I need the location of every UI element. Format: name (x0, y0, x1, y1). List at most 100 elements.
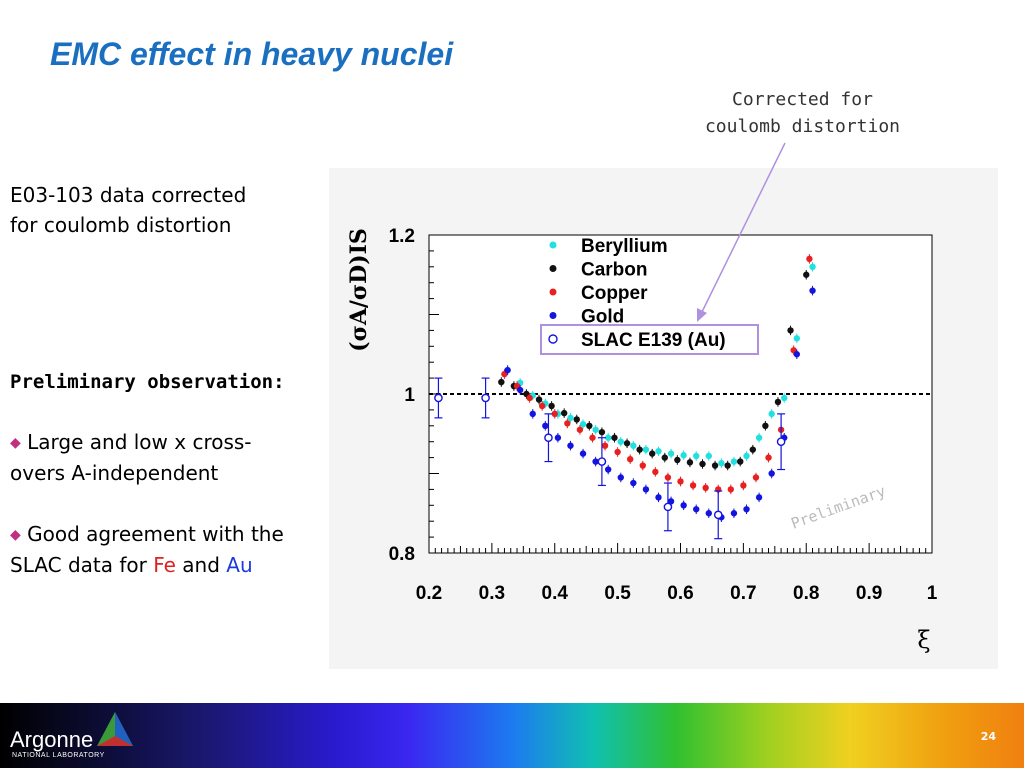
data-point (567, 414, 574, 422)
data-point (743, 506, 750, 513)
data-point (774, 398, 782, 406)
bullet-1: ◆ Large and low x cross- overs A-indepen… (10, 427, 252, 488)
data-point (642, 446, 650, 453)
data-point (674, 456, 681, 464)
data-point (686, 459, 694, 466)
data-point-open (713, 510, 723, 520)
data-point (652, 468, 659, 476)
data-point (560, 409, 568, 417)
data-point (598, 428, 606, 436)
data-point (664, 474, 672, 481)
data-point (793, 351, 801, 358)
data-point (655, 494, 662, 501)
data-point (617, 438, 624, 445)
data-point-open (597, 457, 607, 466)
data-point (693, 506, 700, 513)
data-point (809, 263, 816, 270)
data-point (689, 482, 697, 489)
bullet-2-and: and (175, 553, 227, 577)
data-point (564, 420, 571, 427)
data-point (579, 450, 587, 457)
data-point (579, 421, 587, 428)
argonne-logo: Argonne (10, 727, 94, 752)
data-point (711, 462, 719, 469)
x-tick-label: 0.2 (416, 583, 442, 604)
data-point (705, 452, 712, 460)
data-point (498, 378, 505, 386)
data-point (718, 459, 725, 467)
data-point-open (663, 502, 673, 512)
legend-marker (549, 241, 557, 249)
data-point (576, 426, 584, 433)
bullet-1-line-1: Large and low x cross- (27, 430, 252, 454)
data-point (623, 440, 631, 447)
bullet-2-pre: SLAC data for (10, 553, 154, 577)
data-point (551, 410, 558, 418)
data-point (781, 394, 788, 402)
legend-marker (548, 334, 558, 344)
data-point (592, 426, 599, 433)
bullet-2-au: Au (226, 553, 253, 577)
legend-label: SLAC E139 (Au) (581, 330, 726, 351)
x-tick-label: 0.9 (856, 583, 882, 604)
data-point-open (481, 393, 490, 403)
data-point (630, 479, 637, 487)
data-point (516, 386, 524, 394)
data-point (743, 452, 750, 460)
legend-highlight-box (540, 324, 759, 355)
data-point (768, 470, 775, 477)
data-point (548, 402, 555, 410)
x-tick-label: 0.6 (667, 583, 693, 604)
x-tick-label: 0.5 (604, 583, 631, 604)
data-point (529, 410, 536, 418)
data-point-open (434, 393, 443, 403)
x-tick-label: 1 (927, 583, 938, 604)
data-point (589, 434, 596, 441)
data-point (542, 422, 549, 429)
x-axis-label: ξ (917, 626, 930, 654)
data-point (705, 510, 712, 517)
data-point-open (544, 433, 553, 443)
legend-label: Carbon (581, 260, 648, 281)
data-point (538, 402, 546, 410)
y-axis-label: (σA/σD)IS (346, 228, 372, 352)
data-point (749, 446, 757, 453)
legend-label: Beryllium (581, 236, 668, 257)
observation-heading: Preliminary observation: (10, 371, 285, 393)
diamond-bullet-icon: ◆ (10, 527, 21, 543)
bullet-2: ◆ Good agreement with the SLAC data for … (10, 519, 284, 580)
data-point (649, 450, 656, 457)
data-point (755, 434, 763, 441)
legend-marker (549, 265, 557, 272)
data-point (639, 462, 646, 469)
footer-bar (0, 703, 1024, 768)
data-point (554, 434, 562, 441)
y-tick-label: 0.8 (389, 544, 415, 565)
data-point (604, 466, 612, 473)
callout-annotation: Corrected for coulomb distortion (704, 89, 901, 137)
argonne-triangle-icon (97, 712, 133, 746)
data-point (601, 442, 609, 449)
legend-label: Copper (581, 283, 648, 304)
x-tick-label: 0.8 (793, 583, 819, 604)
data-point (727, 486, 734, 493)
intro-line-2: for coulomb distortion (10, 213, 232, 237)
data-point (661, 454, 668, 461)
argonne-logo-subtitle: NATIONAL LABORATORY (12, 752, 105, 759)
chart-axes: 0.2 0.3 0.4 0.5 0.6 0.7 0.8 0.9 1 0.8 1 1.2 (σA/σD)I… (346, 226, 938, 654)
data-point (680, 502, 687, 509)
data-point (504, 366, 511, 374)
bullet-2-fe: Fe (153, 553, 176, 577)
y-tick-label: 1.2 (389, 226, 415, 247)
intro-line-1: E03-103 data corrected (10, 183, 247, 207)
data-point (809, 287, 816, 294)
x-tick-label: 0.7 (730, 583, 756, 604)
data-point (586, 422, 593, 429)
data-point (636, 446, 643, 453)
data-point (630, 442, 637, 449)
intro-text: E03-103 data corrected for coulomb disto… (10, 180, 246, 240)
data-point (768, 410, 775, 418)
data-point (592, 458, 599, 465)
data-point (765, 454, 772, 461)
